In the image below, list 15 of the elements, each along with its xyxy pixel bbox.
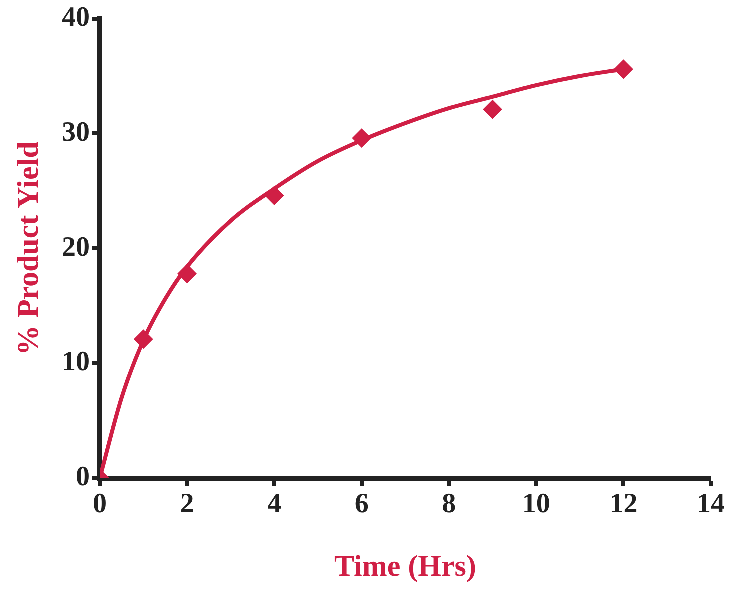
x-tick-label: 10 xyxy=(522,488,550,520)
x-tick-label: 4 xyxy=(268,488,282,520)
x-tick-label: 14 xyxy=(697,488,725,520)
x-tick-label: 2 xyxy=(180,488,194,520)
x-tick-label: 6 xyxy=(354,488,369,520)
y-tick-label: 30 xyxy=(62,116,90,148)
y-tick-label: 40 xyxy=(62,2,90,34)
point xyxy=(483,100,502,120)
y-axis-title: % Product Yield xyxy=(12,141,45,356)
y-tick-label: 10 xyxy=(62,346,90,378)
x-tick-label: 12 xyxy=(610,488,638,520)
y-tick-label: 20 xyxy=(62,232,90,263)
x-axis-title: Time (Hrs) xyxy=(334,550,476,583)
y-tick-label: 0 xyxy=(76,462,90,493)
x-tick-label: 8 xyxy=(442,488,456,520)
